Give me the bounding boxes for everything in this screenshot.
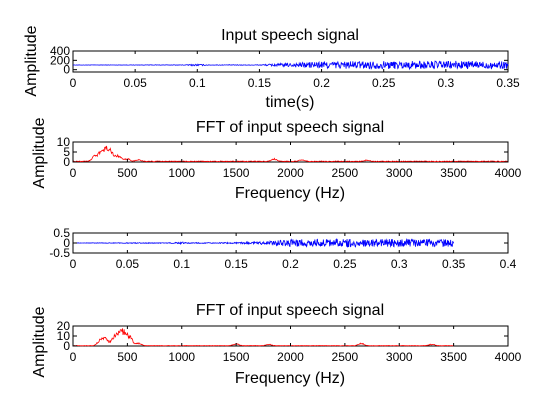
panel-1-xlabel: Frequency (Hz) [235, 185, 345, 202]
panel-0-xlabel: time(s) [266, 94, 315, 111]
panel-fft-1: FFT of input speech signal Frequency (Hz… [31, 117, 522, 202]
panel-3-xtick-label: 3500 [440, 350, 467, 364]
panel-2-xtick-label: 0.15 [224, 257, 248, 271]
panel-3-xlabel: Frequency (Hz) [235, 370, 345, 387]
panel-3-title: FFT of input speech signal [196, 302, 384, 319]
panel-3-ytick-label: 20 [57, 319, 71, 333]
panel-3-xtick-label: 2000 [277, 350, 304, 364]
panel-1-xtick-label: 1500 [223, 166, 250, 180]
panel-0-ylabel: Amplitude [23, 25, 40, 96]
panel-0-ytick-label: 0 [63, 63, 70, 77]
panel-2-xtick-label: 0.4 [500, 257, 517, 271]
panel-1-ytick-label: 5 [63, 145, 70, 159]
panel-fft-2: FFT of input speech signal Frequency (Hz… [31, 302, 522, 387]
panel-0-title: Input speech signal [221, 27, 359, 44]
panel-1-xtick-label: 3500 [440, 166, 467, 180]
panel-2-series-line [72, 237, 455, 248]
panel-3-xtick-label: 1000 [168, 350, 195, 364]
panel-3-series-line [72, 328, 454, 347]
panel-2-xtick-label: 0.2 [282, 257, 299, 271]
panel-0-axes-box [72, 50, 509, 73]
panel-0-ytick-label: 400 [50, 44, 70, 58]
panel-0-xtick-label: 0.05 [123, 76, 147, 90]
panel-2-xtick-label: 0.05 [116, 257, 140, 271]
panel-0-xtick-label: 0.3 [438, 76, 455, 90]
panel-1-xtick-label: 1000 [168, 166, 195, 180]
panel-3-xtick-label: 4000 [495, 350, 522, 364]
panel-3-xtick-label: 2500 [332, 350, 359, 364]
panel-2-ytick-label: 0.5 [53, 226, 70, 240]
panel-2-xtick-label: 0.25 [333, 257, 357, 271]
panel-3-xtick-label: 3000 [386, 350, 413, 364]
panel-3-xtick-label: 1500 [223, 350, 250, 364]
panel-1-xtick-label: 500 [117, 166, 137, 180]
panel-1-ytick-label: 0 [63, 155, 70, 169]
panel-0-xtick-label: 0.15 [248, 76, 272, 90]
panel-0-xtick-label: 0 [70, 76, 77, 90]
panel-0-xtick-label: 0.2 [313, 76, 330, 90]
panel-1-ytick-label: 10 [57, 135, 71, 149]
panel-normalized-signal: 0 0.05 0.1 0.15 0.2 0.25 0.3 0.35 0.40.50-0.5 [49, 226, 516, 271]
panel-2-ytick-label: 0 [63, 236, 70, 250]
panel-0-xtick-label: 0.1 [189, 76, 206, 90]
panel-2-ytick-label: -0.5 [49, 246, 70, 260]
panel-3-xtick-label: 0 [70, 350, 77, 364]
panel-0-series-line [72, 60, 509, 71]
panel-2-xtick-label: 0.3 [391, 257, 408, 271]
panel-0-xtick-label: 0.25 [372, 76, 396, 90]
panel-3-ytick-label: 10 [57, 329, 71, 343]
panel-0-ytick-label: 200 [50, 53, 70, 67]
panel-1-title: FFT of input speech signal [196, 119, 384, 136]
panel-2-xtick-label: 0.1 [173, 257, 190, 271]
panel-1-xtick-label: 4000 [495, 166, 522, 180]
panel-2-xtick-label: 0 [70, 257, 77, 271]
panel-3-ytick-label: 0 [63, 339, 70, 353]
panel-2-xtick-label: 0.35 [442, 257, 466, 271]
panel-3-xtick-label: 500 [117, 350, 137, 364]
panel-0-xtick-label: 0.35 [496, 76, 520, 90]
panel-1-ylabel: Amplitude [31, 117, 48, 188]
panel-1-xtick-label: 3000 [386, 166, 413, 180]
panel-3-ylabel: Amplitude [31, 306, 48, 377]
panel-1-xtick-label: 0 [70, 166, 77, 180]
panel-1-xtick-label: 2000 [277, 166, 304, 180]
panel-1-xtick-label: 2500 [332, 166, 359, 180]
